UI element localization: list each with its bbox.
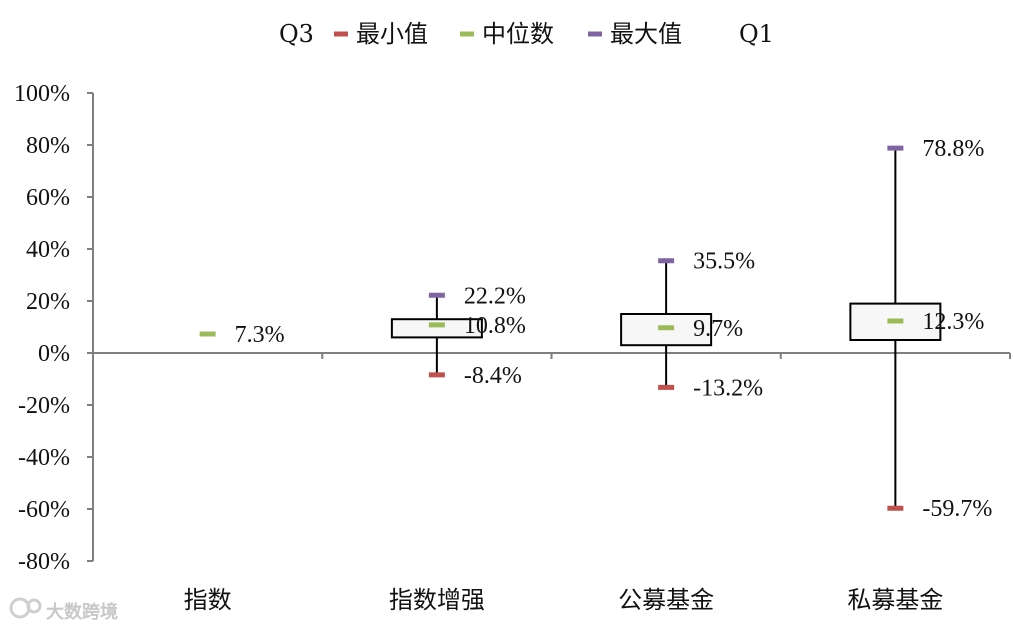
y-tick-label: -40%: [18, 445, 70, 471]
legend-item: 最大值: [588, 20, 682, 48]
min-data-label: -59.7%: [922, 496, 992, 522]
y-tick-label: 60%: [26, 185, 70, 211]
y-tick-label: 40%: [26, 237, 70, 263]
min-data-label: -8.4%: [464, 363, 522, 389]
y-tick-label: 20%: [26, 289, 70, 315]
legend-label: Q3: [279, 20, 314, 48]
y-tick-label: 80%: [26, 133, 70, 159]
category-label: 指数: [184, 586, 232, 614]
watermark-logo-icon: [9, 597, 31, 619]
box-series: 35.5% 9.7% -13.2%: [620, 249, 763, 401]
median-data-label: 9.7%: [693, 316, 743, 342]
y-tick-label: -20%: [18, 393, 70, 419]
legend-label: Q1: [739, 20, 774, 48]
box-series: 22.2% 10.8% -8.4%: [390, 283, 526, 389]
legend-label: 最小值: [356, 20, 428, 48]
y-tick-label: -80%: [18, 549, 70, 575]
axes: 100% 80% 60% 40% 20% 0% -20% -40% -60% -80% 指数 指数增强…: [14, 81, 1011, 614]
plot-area: 7.3% 22.2% 10.8% -8.4% 35.5% 9.7% -13.2% 78.8% 1…: [199, 136, 992, 522]
watermark-text: 大数跨境: [46, 601, 118, 623]
y-tick-label: -60%: [18, 497, 70, 523]
legend-item: Q3: [279, 20, 314, 48]
y-tick-label: 100%: [14, 81, 70, 107]
max-data-label: 35.5%: [693, 249, 755, 275]
median-data-label: 12.3%: [922, 309, 984, 335]
legend-label: 中位数: [482, 20, 554, 48]
box-series: 7.3%: [199, 322, 285, 348]
watermark-logo-icon-dot: [26, 598, 42, 614]
category-label: 公募基金: [618, 586, 714, 614]
median-data-label: 10.8%: [464, 313, 526, 339]
legend-label: 最大值: [610, 20, 682, 48]
legend-item: 中位数: [460, 20, 554, 48]
box-series: 78.8% 12.3% -59.7%: [849, 136, 992, 522]
y-tick-label: 0%: [38, 341, 70, 367]
median-data-label: 7.3%: [235, 322, 285, 348]
legend-item: Q1: [739, 20, 774, 48]
category-label: 私募基金: [847, 586, 943, 614]
category-label: 指数增强: [389, 586, 485, 614]
iqr-box: [390, 318, 483, 339]
watermark: 大数跨境: [9, 597, 118, 623]
legend-item: 最小值: [334, 20, 428, 48]
max-data-label: 22.2%: [464, 283, 526, 309]
legend: Q3 最小值 中位数 最大值 Q1: [279, 20, 774, 48]
min-data-label: -13.2%: [693, 375, 763, 401]
max-data-label: 78.8%: [922, 136, 984, 162]
